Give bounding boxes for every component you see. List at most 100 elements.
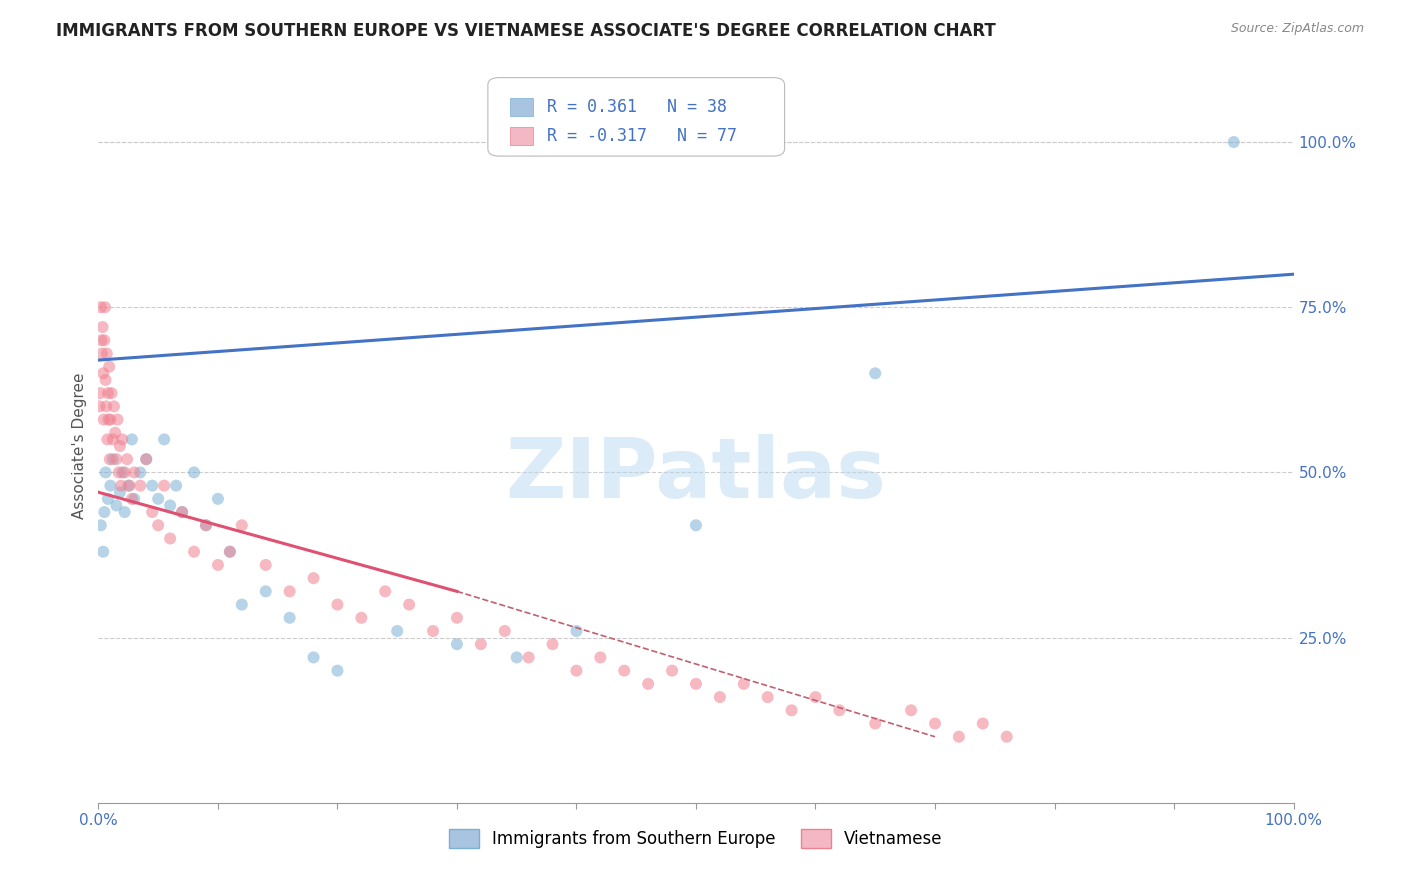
Point (302, 571, 325, 585)
Point (661, 664, 683, 678)
Point (183, 545, 205, 559)
Point (254, 558, 277, 572)
Point (231, 518, 253, 533)
Point (91, 367, 114, 381)
Point (172, 505, 194, 519)
Point (111, 466, 134, 480)
Point (446, 637, 468, 651)
Text: ZIPatlas: ZIPatlas (506, 434, 886, 515)
Point (124, 491, 146, 506)
Point (207, 491, 229, 506)
Point (165, 478, 187, 492)
Point (98, 359, 121, 374)
Point (114, 505, 136, 519)
Point (865, 367, 887, 381)
Point (254, 584, 277, 599)
Point (374, 584, 396, 599)
Point (89, 386, 111, 401)
Point (110, 478, 132, 492)
Point (828, 703, 851, 717)
Point (900, 703, 922, 717)
Point (97, 412, 120, 426)
Point (108, 439, 131, 453)
Point (97, 386, 120, 401)
Point (96, 433, 118, 447)
Point (94, 373, 117, 387)
Point (90, 333, 112, 347)
Point (207, 558, 229, 572)
Point (506, 650, 529, 665)
Point (91, 320, 114, 334)
Point (101, 452, 124, 467)
Point (141, 478, 163, 492)
Point (105, 499, 128, 513)
Point (135, 452, 157, 467)
Point (108, 485, 131, 500)
Point (129, 466, 152, 480)
Point (195, 518, 218, 533)
Point (804, 690, 827, 704)
Point (90, 300, 112, 314)
Point (105, 452, 128, 467)
Point (541, 637, 564, 651)
Point (98, 412, 122, 426)
Point (470, 637, 492, 651)
Point (278, 611, 301, 625)
Point (709, 690, 731, 704)
Point (91, 346, 114, 360)
Point (422, 624, 444, 638)
Point (100, 386, 122, 401)
Point (219, 545, 242, 559)
Point (565, 664, 588, 678)
Point (114, 466, 136, 480)
Point (326, 598, 349, 612)
Point (972, 716, 994, 731)
Text: IMMIGRANTS FROM SOUTHERN EUROPE VS VIETNAMESE ASSOCIATE'S DEGREE CORRELATION CHA: IMMIGRANTS FROM SOUTHERN EUROPE VS VIETN… (56, 22, 995, 40)
Point (172, 505, 194, 519)
Point (97, 491, 120, 506)
Point (135, 452, 157, 467)
Point (865, 716, 887, 731)
Point (111, 433, 134, 447)
Point (118, 478, 141, 492)
Point (589, 650, 612, 665)
Point (1223, 135, 1246, 149)
Point (94, 300, 117, 314)
Point (756, 690, 779, 704)
Point (117, 478, 139, 492)
Point (107, 466, 129, 480)
Point (96, 400, 118, 414)
Point (93, 505, 115, 519)
Point (93, 333, 115, 347)
Point (124, 466, 146, 480)
Point (231, 598, 253, 612)
Point (195, 518, 218, 533)
Point (91, 545, 114, 559)
Point (924, 716, 946, 731)
Point (153, 478, 176, 492)
Point (685, 677, 707, 691)
Point (101, 433, 124, 447)
Point (385, 624, 409, 638)
Point (93, 412, 115, 426)
Point (104, 425, 127, 440)
Point (94, 466, 117, 480)
Point (613, 664, 636, 678)
Point (96, 346, 118, 360)
Point (107, 412, 129, 426)
Point (995, 730, 1018, 744)
Point (302, 650, 325, 665)
Point (159, 499, 181, 513)
Point (98, 452, 121, 467)
Point (98, 478, 122, 492)
Point (398, 598, 420, 612)
Point (159, 532, 181, 546)
Text: Source: ZipAtlas.com: Source: ZipAtlas.com (1230, 22, 1364, 36)
Point (494, 624, 516, 638)
Point (89, 400, 111, 414)
Point (685, 518, 707, 533)
Point (350, 611, 373, 625)
Legend: Immigrants from Southern Europe, Vietnamese: Immigrants from Southern Europe, Vietnam… (443, 822, 949, 855)
Point (148, 491, 170, 506)
Point (565, 624, 588, 638)
